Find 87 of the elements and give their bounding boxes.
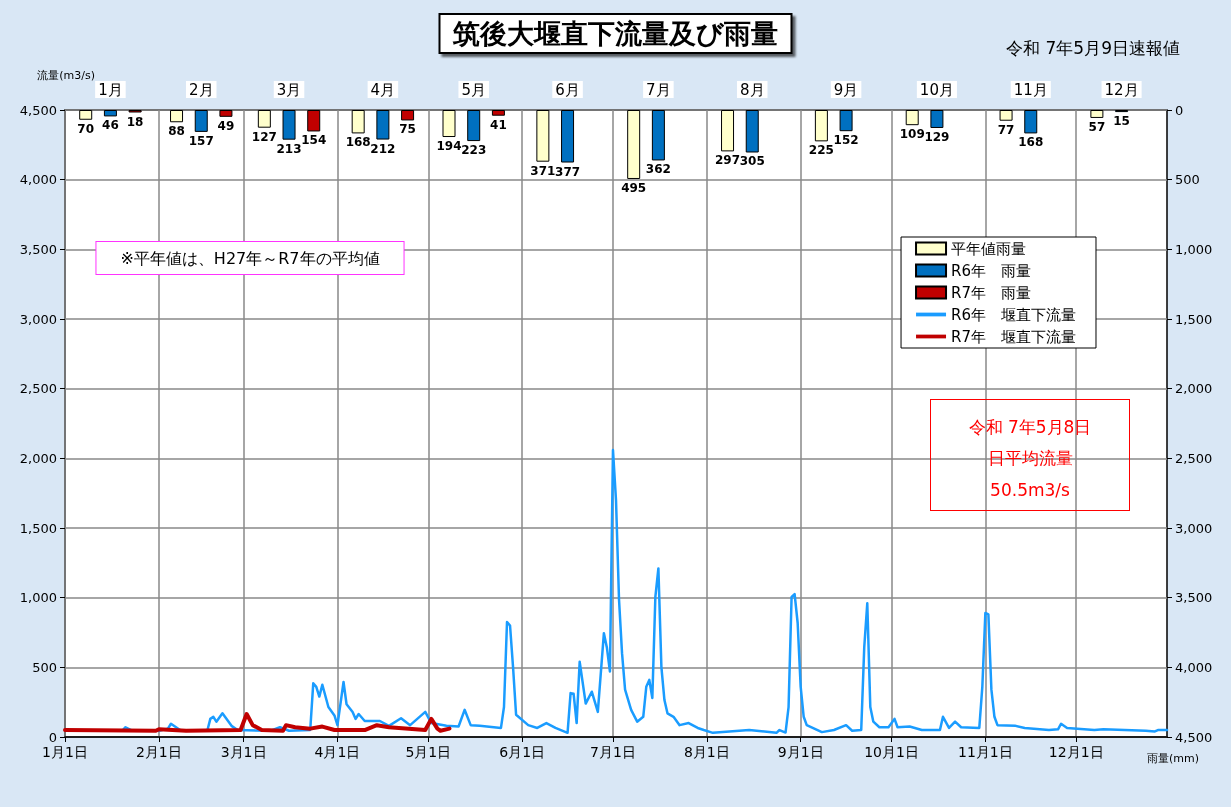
- legend-label: R6年 堰直下流量: [951, 305, 1076, 324]
- x2-tick-label: 10月: [919, 80, 954, 99]
- x-tick-label: 11月1日: [957, 744, 1013, 760]
- data-label: 194: [436, 139, 462, 154]
- text: 令和 7年5月9日速報値: [1006, 38, 1180, 58]
- x2-tick-label: 9月: [833, 80, 859, 99]
- x-tick-label: 4月1日: [314, 744, 361, 760]
- y2-tick-label: 1,000: [1175, 241, 1213, 257]
- chart-title: 筑後大堰直下流量及び雨量: [452, 18, 778, 49]
- data-label: 15: [1113, 114, 1130, 129]
- y-tick-label: 0: [48, 729, 57, 745]
- annotation: 日平均流量: [987, 448, 1073, 468]
- y-tick-label: 4,500: [19, 102, 57, 118]
- y-tick-label: 500: [32, 659, 57, 675]
- x2-tick-label: 12月: [1104, 80, 1139, 99]
- x2-tick-label: 8月: [739, 80, 765, 99]
- y-tick-label: 1,500: [19, 520, 57, 536]
- data-label: 157: [188, 133, 214, 148]
- y-tick-label: 4,000: [19, 172, 57, 188]
- data-label: 305: [739, 154, 765, 169]
- annotation: ※平年値は、H27年～R7年の平均値: [120, 248, 380, 268]
- data-label: 225: [808, 143, 834, 158]
- data-label: 41: [490, 117, 507, 132]
- y2-tick-label: 0: [1175, 102, 1184, 118]
- legend-label: R7年 堰直下流量: [951, 327, 1076, 346]
- y2-tick-label: 1,500: [1175, 311, 1213, 327]
- data-label: 77: [997, 122, 1015, 137]
- data-label: 129: [924, 129, 950, 144]
- data-label: 212: [370, 141, 396, 156]
- x-tick-label: 10月1日: [864, 744, 919, 760]
- x2-tick-label: 6月: [555, 80, 580, 99]
- data-label: 88: [168, 124, 185, 139]
- legend-label: 平年値雨量: [951, 239, 1027, 258]
- x-tick-label: 6月1日: [499, 744, 546, 760]
- y2-tick-label: 2,500: [1175, 450, 1213, 466]
- data-label: 168: [1018, 135, 1044, 150]
- data-label: 154: [301, 133, 327, 148]
- x2-tick-label: 3月: [276, 80, 302, 99]
- annotation: 令和 7年5月8日: [968, 417, 1092, 437]
- x2-tick-label: 1月: [98, 80, 123, 99]
- data-label: 213: [276, 141, 302, 156]
- x-tick-label: 7月1日: [590, 744, 636, 760]
- data-label: 495: [621, 180, 647, 195]
- y-tick-label: 2,000: [19, 450, 57, 466]
- y2-axis-title: 雨量(mm): [1147, 752, 1200, 765]
- data-label: 168: [345, 135, 371, 150]
- x2-tick-label: 11月: [1013, 80, 1048, 99]
- y2-tick-label: 4,000: [1175, 659, 1213, 675]
- annotation: 50.5m3/s: [990, 480, 1071, 500]
- y2-tick-label: 2,000: [1175, 381, 1213, 397]
- y-axis-title: 流量(m3/s): [37, 69, 95, 83]
- data-label: 362: [645, 162, 671, 177]
- data-label: 371: [530, 163, 556, 178]
- data-label: 70: [77, 121, 95, 136]
- x-tick-label: 12月1日: [1048, 744, 1104, 760]
- data-label: 57: [1088, 119, 1106, 134]
- y-tick-label: 3,500: [19, 241, 57, 257]
- y-tick-label: 2,500: [19, 381, 57, 397]
- data-label: 46: [102, 118, 119, 133]
- data-label: 75: [399, 122, 416, 137]
- y2-tick-label: 4,500: [1175, 729, 1213, 745]
- y2-tick-label: 3,000: [1175, 520, 1213, 536]
- x2-tick-label: 7月: [646, 80, 671, 99]
- x-tick-label: 8月1日: [683, 744, 730, 760]
- x-tick-label: 3月1日: [220, 744, 267, 760]
- data-label: 377: [555, 164, 581, 179]
- data-label: 223: [461, 143, 487, 158]
- data-label: 49: [217, 118, 235, 133]
- data-label: 297: [715, 153, 741, 168]
- x2-tick-label: 4月: [370, 80, 396, 99]
- x2-tick-label: 5月: [461, 80, 486, 99]
- x-tick-label: 5月1日: [405, 744, 452, 760]
- legend-label: R7年 雨量: [951, 283, 1031, 302]
- legend-label: R6年 雨量: [951, 261, 1031, 280]
- x2-tick-label: 2月: [188, 80, 214, 99]
- x-tick-label: 9月1日: [777, 744, 824, 760]
- data-label: 152: [833, 133, 859, 148]
- data-label: 18: [126, 114, 144, 129]
- y-tick-label: 1,000: [19, 590, 57, 606]
- data-label: 109: [899, 127, 925, 142]
- y2-tick-label: 500: [1175, 172, 1200, 188]
- x-tick-label: 2月1日: [135, 744, 182, 760]
- y-tick-label: 3,000: [19, 311, 57, 327]
- y2-tick-label: 3,500: [1175, 590, 1213, 606]
- data-label: 127: [251, 129, 277, 144]
- line-series: [63, 712, 452, 733]
- x-tick-label: 1月1日: [42, 744, 88, 760]
